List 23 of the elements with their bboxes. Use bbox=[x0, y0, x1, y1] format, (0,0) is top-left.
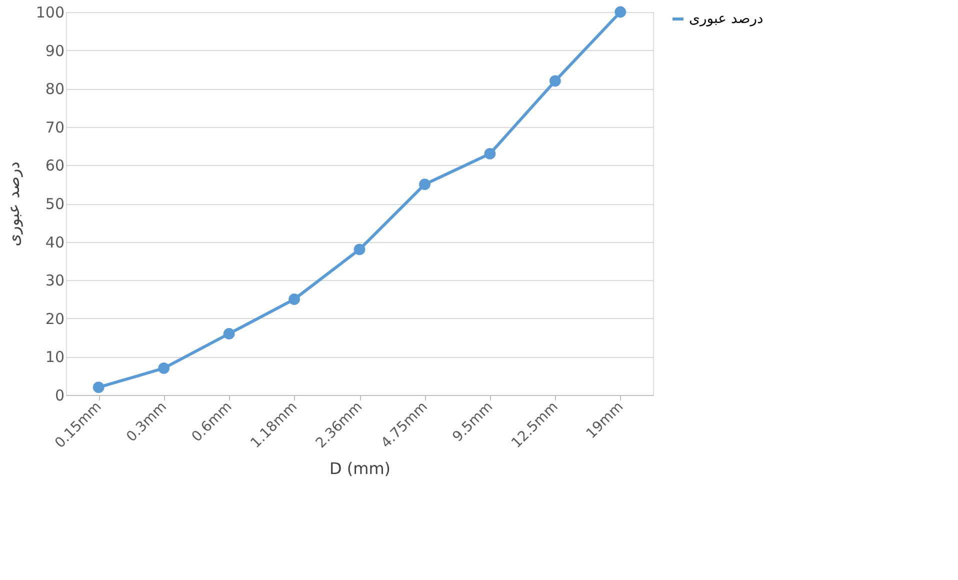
point bbox=[158, 362, 170, 374]
y-tick-label: 10 bbox=[45, 348, 64, 366]
point bbox=[614, 6, 626, 18]
y-tick-label: 20 bbox=[45, 310, 64, 328]
y-tick-label: 80 bbox=[45, 80, 64, 98]
x-axis-title: D (mm) bbox=[329, 458, 391, 478]
y-axis-title: درصد عبوری bbox=[4, 162, 23, 246]
legend-label: درصد عبوری bbox=[689, 11, 764, 27]
y-tick-label: 40 bbox=[45, 233, 64, 252]
point bbox=[288, 294, 300, 305]
y-tick-label: 100 bbox=[36, 4, 64, 22]
y-tick-label: 30 bbox=[45, 272, 64, 290]
y-tick-label: 60 bbox=[45, 156, 64, 175]
point bbox=[549, 75, 561, 87]
point bbox=[92, 382, 104, 394]
y-tick-label: 0 bbox=[54, 386, 64, 404]
point bbox=[484, 148, 496, 160]
point bbox=[223, 328, 235, 340]
point bbox=[354, 244, 366, 256]
y-tick-label: 90 bbox=[45, 42, 64, 60]
y-tick-label: 70 bbox=[45, 118, 64, 136]
point bbox=[419, 178, 430, 190]
y-tick-label: 50 bbox=[45, 195, 64, 213]
